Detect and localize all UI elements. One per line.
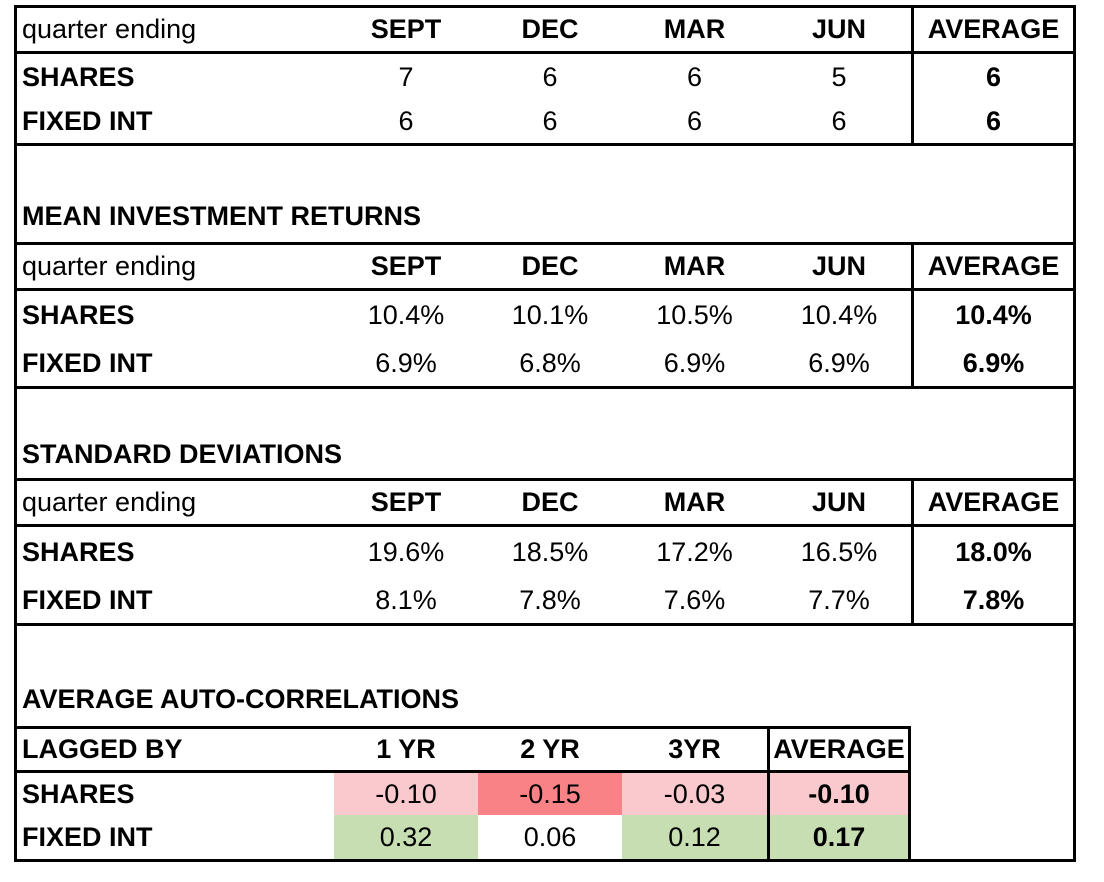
column-header-jun: JUN xyxy=(811,487,866,517)
value-cell: -0.15 xyxy=(478,773,622,815)
column-header-mar: MAR xyxy=(663,14,726,44)
column-header-jun: JUN xyxy=(811,251,866,281)
average-cell: 18.0% xyxy=(911,527,1073,577)
column-header-dec: DEC xyxy=(521,251,579,281)
value-cell: 10.4% xyxy=(367,300,445,330)
value-cell: 6.9% xyxy=(663,347,726,378)
column-header-1yr: 1 YR xyxy=(334,729,478,773)
column-header-3yr: 3YR xyxy=(622,729,767,773)
average-cell: 6 xyxy=(911,100,1073,143)
average-cell: 7.8% xyxy=(911,577,1073,623)
title-standard-deviations: STANDARD DEVIATIONS xyxy=(17,431,1073,481)
value-cell: 19.6% xyxy=(367,536,445,567)
value-cell: 6.9% xyxy=(808,347,870,378)
spacer xyxy=(17,626,1073,673)
header-lagged-by: LAGGED BY xyxy=(17,729,334,773)
column-header-sept: SEPT xyxy=(370,251,442,281)
column-header-average: AVERAGE xyxy=(767,729,911,773)
column-header-average: AVERAGE xyxy=(911,481,1073,524)
value-cell: 6 xyxy=(831,106,847,136)
column-header-mar: MAR xyxy=(663,251,726,281)
table4-header-row: LAGGED BY 1 YR 2 YR 3YR AVERAGE xyxy=(17,729,1073,773)
table2-fixed-int-row: FIXED INT 6.9% 6.8% 6.9% 6.9% 6.9% xyxy=(17,340,1073,389)
header-quarter-ending: quarter ending xyxy=(22,14,197,44)
value-cell: 8.1% xyxy=(375,584,437,615)
table3-fixed-int-row: FIXED INT 8.1% 7.8% 7.6% 7.7% 7.8% xyxy=(17,577,1073,626)
spacer xyxy=(911,773,1073,815)
value-cell: 6.9% xyxy=(375,347,437,378)
value-cell: 0.06 xyxy=(523,821,577,852)
column-header-sept: SEPT xyxy=(370,14,442,44)
row-label-fixed-int: FIXED INT xyxy=(22,106,153,136)
value-cell: 7.6% xyxy=(663,584,726,615)
value-cell: 7.8% xyxy=(519,584,581,615)
table1-header-row: quarter ending SEPT DEC MAR JUN AVERAGE xyxy=(17,8,1073,54)
table1-shares-row: SHARES 7 6 6 5 6 xyxy=(17,54,1073,100)
column-header-dec: DEC xyxy=(521,487,579,517)
value-cell: 6.8% xyxy=(519,347,581,378)
spacer xyxy=(911,673,1073,729)
spacer xyxy=(17,389,1073,431)
average-cell: 6 xyxy=(911,54,1073,100)
value-cell: 5 xyxy=(831,61,847,92)
column-header-dec: DEC xyxy=(521,14,579,44)
title-row-auto-correlations: AVERAGE AUTO-CORRELATIONS xyxy=(17,673,1073,729)
value-cell: 7.7% xyxy=(808,584,870,615)
value-cell: 6 xyxy=(398,106,414,136)
value-cell: 0.12 xyxy=(622,815,767,859)
column-header-mar: MAR xyxy=(663,487,726,517)
column-header-average: AVERAGE xyxy=(911,245,1073,288)
average-cell: 10.4% xyxy=(911,291,1073,340)
title-average-auto-correlations: AVERAGE AUTO-CORRELATIONS xyxy=(17,673,911,729)
value-cell: -0.03 xyxy=(622,773,767,815)
row-label-fixed-int: FIXED INT xyxy=(22,821,153,852)
column-header-2yr: 2 YR xyxy=(478,729,622,773)
spacer xyxy=(911,815,1073,859)
row-label-fixed-int: FIXED INT xyxy=(22,584,153,615)
table3-shares-row: SHARES 19.6% 18.5% 17.2% 16.5% 18.0% xyxy=(17,527,1073,577)
value-cell: 18.5% xyxy=(511,536,589,567)
value-cell: -0.10 xyxy=(334,773,478,815)
average-cell: -0.10 xyxy=(767,773,911,815)
row-label-shares: SHARES xyxy=(22,300,135,330)
value-cell: 6 xyxy=(542,106,558,136)
value-cell: 10.5% xyxy=(656,300,733,330)
spacer xyxy=(17,146,1073,191)
value-cell: 10.1% xyxy=(511,300,589,330)
table1-fixed-int-row: FIXED INT 6 6 6 6 6 xyxy=(17,100,1073,146)
title-mean-investment-returns: MEAN INVESTMENT RETURNS xyxy=(17,191,1073,245)
value-cell: 17.2% xyxy=(656,536,733,567)
header-quarter-ending: quarter ending xyxy=(22,251,197,281)
average-cell: 6.9% xyxy=(911,340,1073,386)
table4-shares-row: SHARES -0.10 -0.15 -0.03 -0.10 xyxy=(17,773,1073,815)
average-cell: 0.17 xyxy=(767,815,911,859)
value-cell: 7 xyxy=(398,61,414,92)
header-quarter-ending: quarter ending xyxy=(22,487,197,517)
value-cell: 6 xyxy=(686,106,703,136)
worksheet: quarter ending SEPT DEC MAR JUN AVERAGE … xyxy=(14,5,1076,862)
row-label-shares: SHARES xyxy=(22,778,135,809)
value-cell: 6 xyxy=(686,61,703,92)
table2-shares-row: SHARES 10.4% 10.1% 10.5% 10.4% 10.4% xyxy=(17,291,1073,340)
value-cell: 16.5% xyxy=(800,536,878,567)
table3-header-row: quarter ending SEPT DEC MAR JUN AVERAGE xyxy=(17,481,1073,527)
row-label-shares: SHARES xyxy=(22,61,135,92)
row-label-fixed-int: FIXED INT xyxy=(22,347,153,378)
column-header-sept: SEPT xyxy=(370,487,442,517)
value-cell: 6 xyxy=(542,61,558,92)
value-cell: 10.4% xyxy=(800,300,878,330)
spacer xyxy=(911,729,1073,773)
table4-fixed-int-row: FIXED INT 0.32 0.06 0.12 0.17 xyxy=(17,815,1073,859)
column-header-average: AVERAGE xyxy=(911,8,1073,51)
value-cell: 0.32 xyxy=(334,815,478,859)
table2-header-row: quarter ending SEPT DEC MAR JUN AVERAGE xyxy=(17,245,1073,291)
row-label-shares: SHARES xyxy=(22,536,135,567)
column-header-jun: JUN xyxy=(811,14,866,44)
